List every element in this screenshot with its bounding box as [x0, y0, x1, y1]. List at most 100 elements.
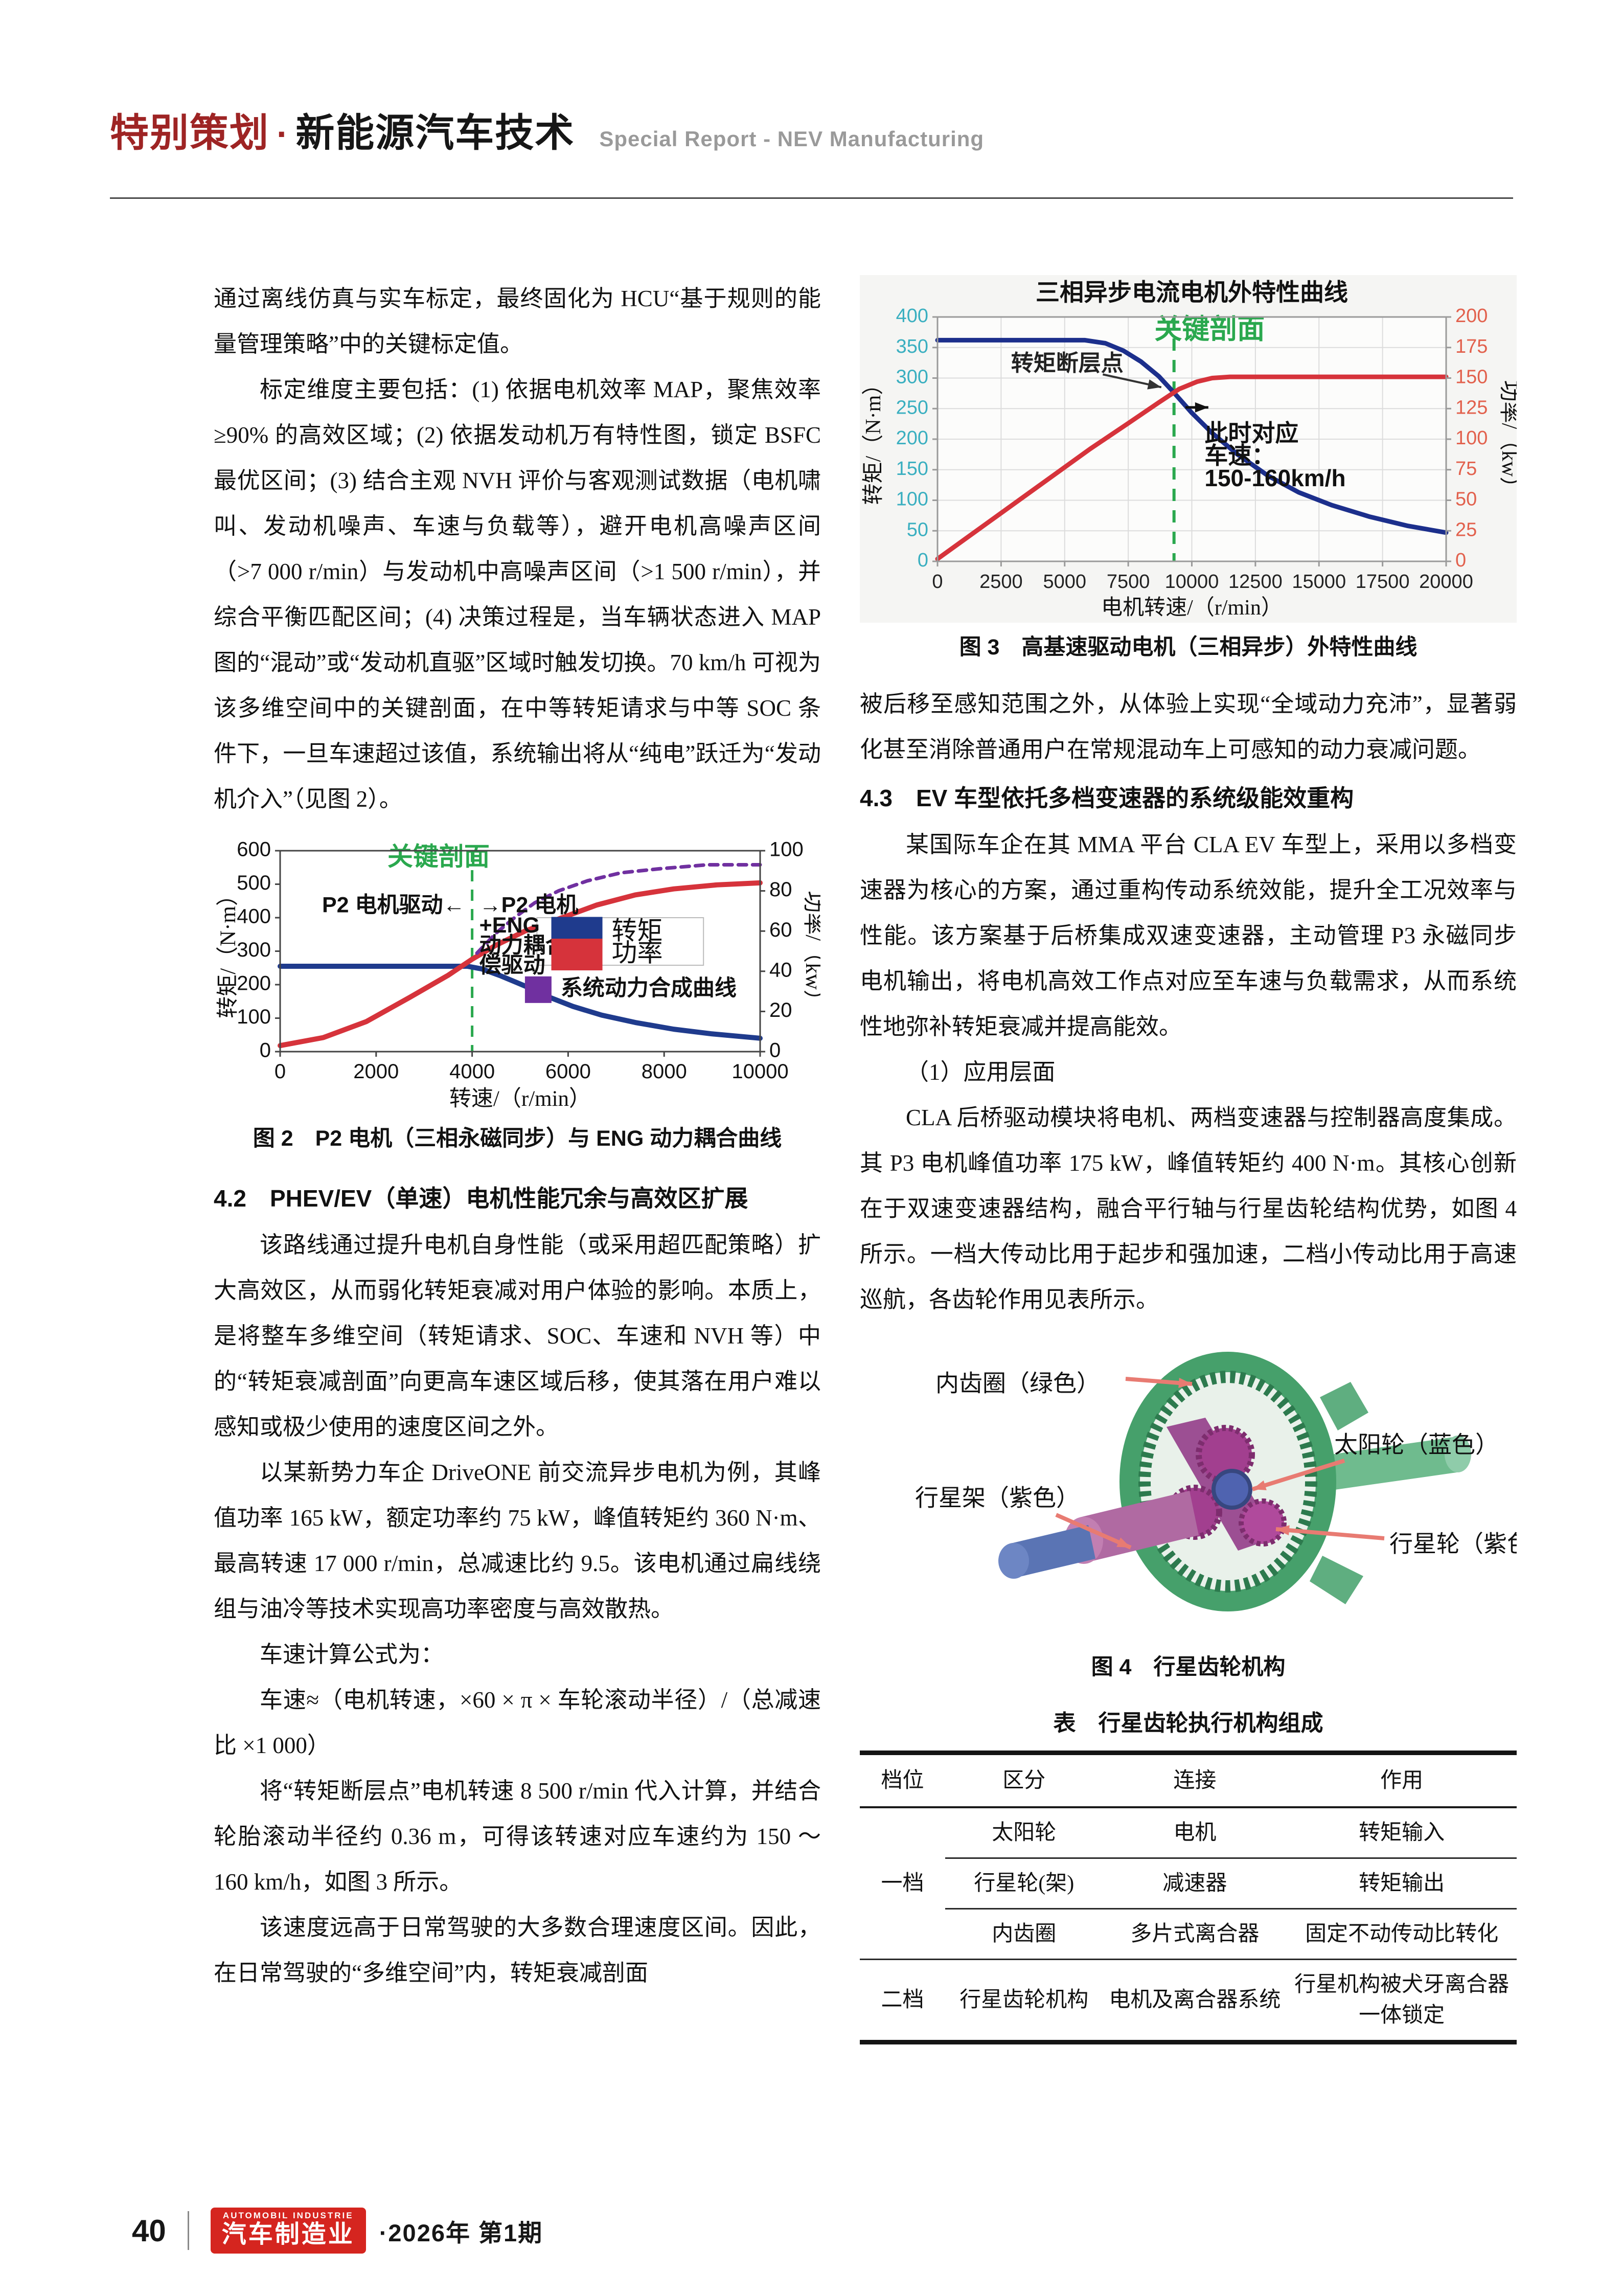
svg-text:75: 75: [1455, 458, 1477, 480]
svg-text:8000: 8000: [641, 1060, 687, 1083]
table-cell: 减速器: [1103, 1858, 1287, 1909]
svg-text:600: 600: [237, 838, 271, 861]
planetary-gear-table: 档位 区分 连接 作用 一档 太阳轮 电机 转矩输入 行星轮(架) 减速器 转矩输出 内齿圈 多片式离合…: [860, 1751, 1517, 2044]
svg-text:100: 100: [237, 1006, 271, 1028]
table-cell: 电机: [1103, 1807, 1287, 1859]
footer-divider: [187, 2211, 189, 2250]
table-cell: 转矩输入: [1287, 1807, 1517, 1859]
svg-text:15000: 15000: [1292, 571, 1346, 593]
svg-text:行星轮（紫色）: 行星轮（紫色）: [1389, 1531, 1517, 1557]
header-rule: [110, 197, 1513, 199]
svg-text:关键剖面: 关键剖面: [387, 842, 489, 871]
logo-title: 汽车制造业: [221, 2221, 355, 2248]
svg-text:6000: 6000: [545, 1060, 590, 1083]
svg-text:2500: 2500: [979, 571, 1023, 593]
svg-text:200: 200: [896, 427, 928, 449]
svg-text:转矩: 转矩: [611, 917, 662, 945]
paragraph: 将“转矩断层点”电机转速 8 500 r/min 代入计算，并结合轮胎滚动半径约…: [214, 1778, 821, 1895]
svg-text:20: 20: [769, 999, 792, 1021]
svg-text:150: 150: [896, 458, 928, 480]
table-cell: 太阳轮: [945, 1807, 1103, 1859]
figure-4-caption: 图 4 行星齿轮机构: [1091, 1655, 1286, 1679]
svg-text:10000: 10000: [732, 1060, 788, 1083]
svg-text:车速：: 车速：: [1204, 442, 1275, 469]
svg-text:100: 100: [1455, 427, 1488, 449]
svg-text:40: 40: [769, 959, 792, 981]
svg-text:7500: 7500: [1107, 571, 1150, 593]
svg-text:100: 100: [769, 838, 804, 861]
paragraph: 该路线通过提升电机自身性能（或采用超匹配策略）扩大高效区，从而弱化转矩衰减对用户…: [214, 1232, 821, 1440]
svg-text:0: 0: [274, 1060, 285, 1083]
figure-3-caption: 图 3 高基速驱动电机（三相异步）外特性曲线: [959, 635, 1418, 660]
right-column: 关键剖面 转矩断层点 此时对应 车速： 150-160km/h 0 2500 5000 7500…: [860, 275, 1554, 2044]
svg-text:0: 0: [1455, 550, 1466, 571]
svg-text:200: 200: [1455, 305, 1488, 327]
figure-4: 内齿圈（绿色） 太阳轮（蓝色） 行星架（紫色） 行星轮（紫色） 图 4 行星齿轮机构: [860, 1336, 1554, 1684]
left-column: 通过离线仿真与实车标定，最终固化为 HCU“基于规则的能量管理策略”中的关键标定…: [214, 276, 826, 1996]
svg-text:+ENG: +ENG: [479, 913, 539, 938]
svg-text:50: 50: [1455, 489, 1477, 510]
paragraph: 车速计算公式为：: [260, 1642, 444, 1667]
table-cell: 行星齿轮机构: [959, 1988, 1089, 2012]
svg-text:功率/（kw）: 功率/（kw）: [801, 891, 820, 1012]
svg-text:偿驱动: 偿驱动: [479, 953, 545, 978]
svg-text:电机转速/（r/min）: 电机转速/（r/min）: [1101, 596, 1283, 620]
table-row: 一档 太阳轮 电机 转矩输入: [860, 1807, 1517, 1960]
table-header-cell: 区分: [945, 1753, 1103, 1808]
svg-text:80: 80: [769, 878, 792, 901]
svg-text:150-160km/h: 150-160km/h: [1204, 465, 1345, 491]
svg-text:60: 60: [769, 919, 792, 941]
table-cell: 电机及离合器系统: [1109, 1988, 1281, 2012]
svg-text:500: 500: [237, 872, 271, 894]
svg-text:转矩/（N·m）: 转矩/（N·m）: [216, 884, 240, 1018]
svg-text:25: 25: [1455, 519, 1477, 540]
paragraph: 以某新势力车企 DriveONE 前交流异步电机为例，其峰值功率 165 kW，…: [214, 1460, 821, 1622]
paragraph: 被后移至感知范围之外，从体验上实现“全域动力充沛”，显著弱化甚至消除普通用户在常…: [860, 691, 1517, 762]
paragraph: 该速度远高于日常驾驶的大多数合理速度区间。因此，在日常驾驶的“多维空间”内，转矩…: [214, 1915, 821, 1986]
gear-art: [998, 1352, 1471, 1611]
svg-text:300: 300: [896, 367, 928, 388]
svg-text:300: 300: [237, 939, 271, 961]
svg-text:0: 0: [932, 571, 943, 593]
svg-text:100: 100: [896, 489, 928, 510]
svg-text:转矩断层点: 转矩断层点: [1011, 351, 1124, 376]
svg-text:功率/（kw）: 功率/（kw）: [1497, 380, 1517, 498]
table-cell: 多片式离合器: [1103, 1908, 1287, 1960]
table-row: 行星轮(架) 减速器 转矩输出: [860, 1858, 1517, 1909]
svg-text:4000: 4000: [449, 1060, 495, 1083]
paragraph: （1）应用层面: [906, 1059, 1056, 1085]
svg-text:10000: 10000: [1165, 571, 1219, 593]
svg-text:50: 50: [907, 519, 928, 540]
magazine-logo: AUTOMOBIL INDUSTRIE 汽车制造业: [210, 2208, 366, 2254]
page-number: 40: [132, 2213, 166, 2248]
section-subtitle-en: Special Report - NEV Manufacturing: [599, 127, 985, 151]
figure-2: 关键剖面 P2 电机驱动← →P2 电机 +ENG 动力耦合补 偿驱动 转矩 功率 系统动力合成…: [214, 835, 826, 1155]
svg-text:三相异步电流电机外特性曲线: 三相异步电流电机外特性曲线: [1036, 279, 1348, 306]
table-row: 二档 行星齿轮机构 电机及离合器系统 行星机构被犬牙离合器一体锁定: [860, 1960, 1517, 2042]
paragraph: 某国际车企在其 MMA 平台 CLA EV 车型上，采用以多档变速器为核心的方案…: [860, 832, 1517, 1039]
figure-3: 关键剖面 转矩断层点 此时对应 车速： 150-160km/h 0 2500 5000 7500…: [860, 275, 1521, 664]
section-topic: 新能源汽车技术: [295, 111, 575, 155]
table-cell: 内齿圈: [945, 1908, 1103, 1960]
paragraph: CLA 后桥驱动模块将电机、两档变速器与控制器高度集成。其 P3 电机峰值功率 …: [860, 1105, 1517, 1312]
planetary-gear-illustration: 内齿圈（绿色） 太阳轮（蓝色） 行星架（紫色） 行星轮（紫色）: [915, 1352, 1554, 1611]
svg-text:12500: 12500: [1228, 571, 1283, 593]
logo-subtitle: AUTOMOBIL INDUSTRIE: [222, 2211, 354, 2220]
table-header-cell: 档位: [860, 1753, 946, 1808]
svg-text:250: 250: [896, 397, 928, 418]
svg-text:5000: 5000: [1043, 571, 1086, 593]
gear-cell: 一档: [860, 1807, 946, 1960]
table-row: 内齿圈 多片式离合器 固定不动传动比转化: [860, 1908, 1517, 1960]
formula: 车速≈（电机转速，×60 × π × 车轮滚动半径）/（总减速比 ×1 000）: [214, 1687, 821, 1758]
svg-text:此时对应: 此时对应: [1204, 420, 1298, 446]
svg-text:功率: 功率: [611, 938, 662, 967]
table-title: 表 行星齿轮执行机构组成: [1053, 1711, 1323, 1736]
section-heading-4-3: 4.3 EV 车型依托多档变速器的系统级能效重构: [860, 785, 1354, 811]
svg-text:20000: 20000: [1419, 571, 1473, 593]
svg-text:200: 200: [237, 972, 271, 995]
table-cell: 行星机构被犬牙离合器一体锁定: [1294, 1973, 1510, 2027]
figure-2-caption: 图 2 P2 电机（三相永磁同步）与 ENG 动力耦合曲线: [253, 1126, 782, 1151]
page-header: 特别策划 · 新能源汽车技术 Special Report - NEV Manu…: [110, 101, 1513, 157]
svg-text:关键剖面: 关键剖面: [1154, 314, 1265, 345]
svg-text:系统动力合成曲线: 系统动力合成曲线: [560, 976, 736, 1001]
